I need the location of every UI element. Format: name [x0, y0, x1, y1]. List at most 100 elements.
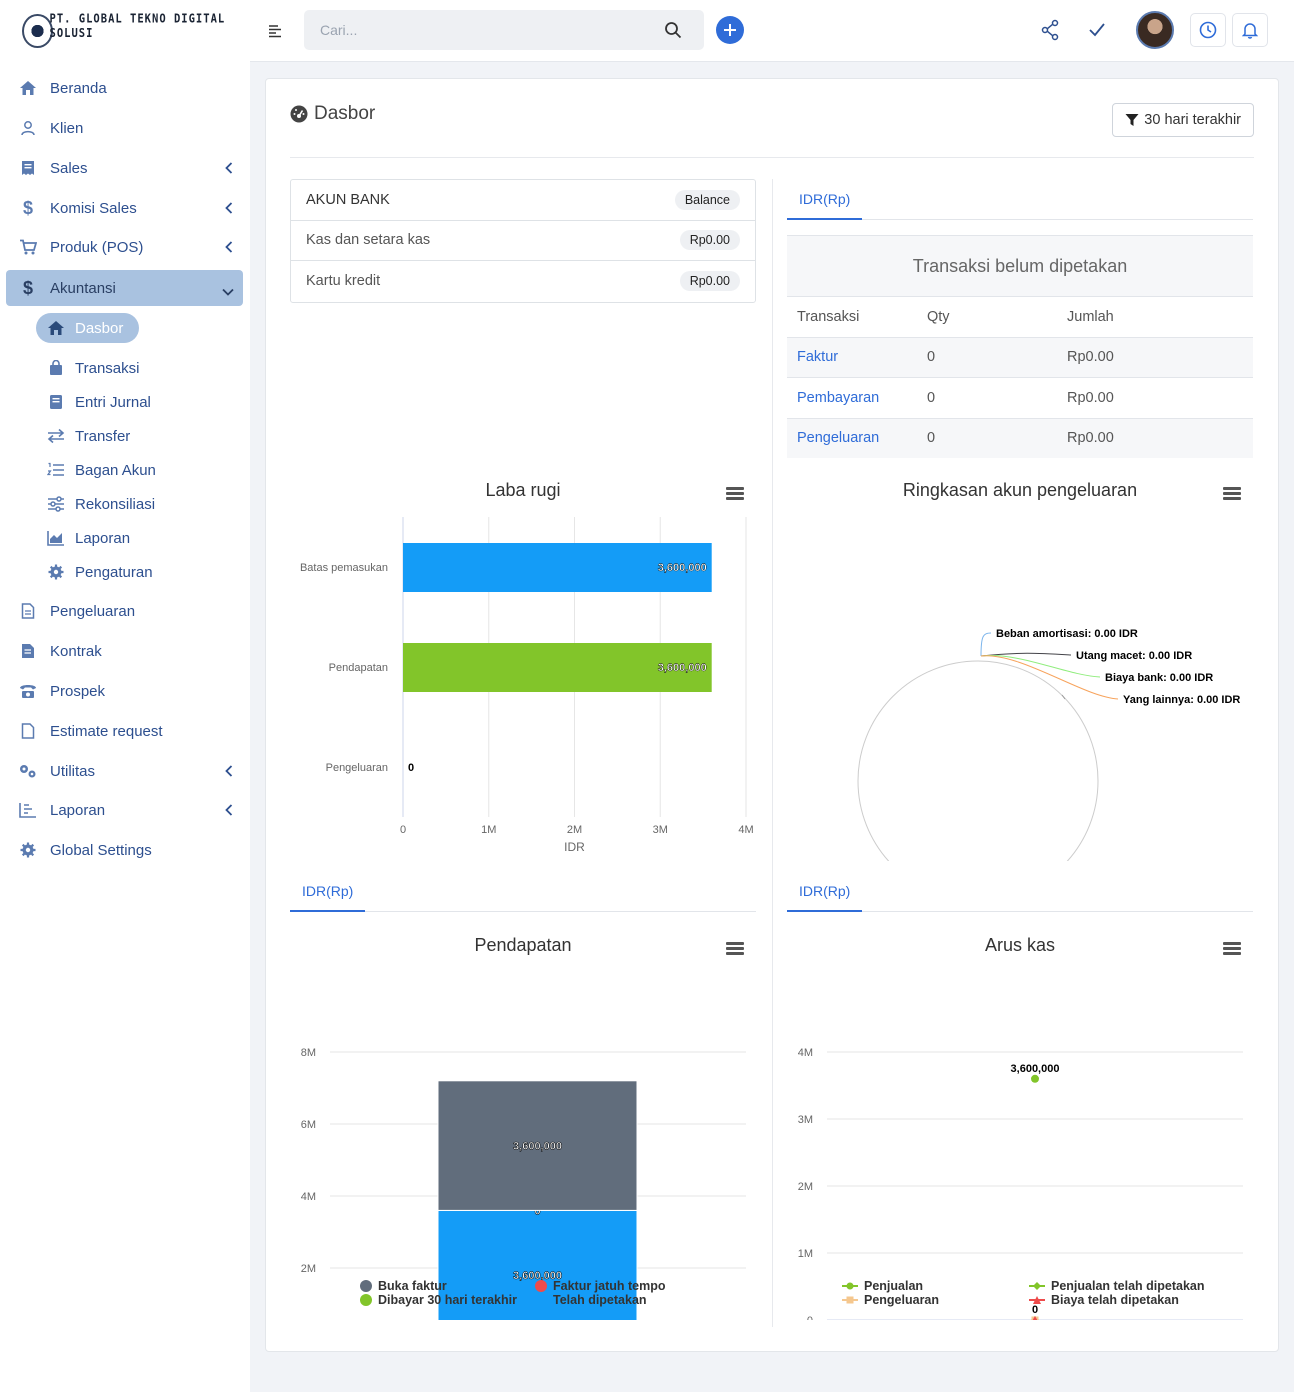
sidebar-item-sales[interactable]: Sales	[6, 150, 243, 186]
y-tick-label: 3M	[798, 1114, 813, 1126]
cashflow-currency-tabs: IDR(Rp)	[787, 871, 1253, 912]
sidebar-item-label: Sales	[50, 159, 88, 177]
sidebar-item-label: Kontrak	[50, 642, 102, 660]
sidebar-subitem-label: Transaksi	[75, 359, 140, 377]
sidebar-item-beranda[interactable]: Beranda	[6, 70, 243, 106]
table-header-row: Transaksi Qty Jumlah	[787, 296, 1253, 337]
sidebar-item-laporan[interactable]: Laporan	[6, 792, 243, 828]
chart-menu-button[interactable]	[1223, 487, 1241, 502]
sidebar-subitem-bagan-akun[interactable]: Bagan Akun	[36, 455, 156, 485]
column-divider	[772, 179, 773, 1327]
area-chart-icon	[36, 530, 75, 546]
bank-accounts-header: AKUN BANK Balance	[291, 180, 755, 221]
dollar-icon: $	[22, 197, 33, 218]
qty-cell: 0	[927, 349, 936, 366]
sidebar-subitem-pengaturan[interactable]: Pengaturan	[36, 557, 153, 587]
chart-title: Laba rugi	[485, 480, 561, 500]
table-row: Faktur 0 Rp0.00	[787, 336, 1253, 377]
sidebar-item-label: Laporan	[50, 801, 106, 819]
sidebar-subitem-transfer[interactable]: Transfer	[36, 421, 130, 451]
date-range-filter-button[interactable]: 30 hari terakhir	[1112, 103, 1254, 137]
y-tick-label: 2M	[798, 1181, 813, 1193]
notifications-button[interactable]	[1232, 13, 1268, 47]
legend-marker-icon	[1029, 1282, 1045, 1290]
plus-icon	[724, 24, 736, 36]
sidebar-subitem-label: Transfer	[75, 427, 131, 445]
timer-button[interactable]	[1190, 13, 1226, 47]
sidebar-item-klien[interactable]: Klien	[6, 110, 243, 146]
legend-item[interactable]: Buka faktur	[360, 1279, 447, 1293]
chart-menu-button[interactable]	[726, 487, 744, 502]
sidebar-item-akuntansi[interactable]: $ Akuntansi	[6, 270, 243, 306]
tab-idr[interactable]: IDR(Rp)	[787, 871, 863, 912]
y-tick-label: 0	[807, 1315, 813, 1320]
page-title-text: Dasbor	[314, 103, 376, 124]
sidebar-subitem-transaksi[interactable]: Transaksi	[36, 353, 139, 383]
bank-account-row[interactable]: Kas dan setara kas Rp0.00	[291, 221, 755, 261]
y-tick-label: 4M	[301, 1191, 316, 1203]
home-icon	[6, 80, 50, 96]
user-avatar[interactable]	[1136, 11, 1174, 49]
legend-item[interactable]: Pengeluaran	[842, 1293, 939, 1307]
tab-idr[interactable]: IDR(Rp)	[290, 871, 366, 912]
search-box	[304, 10, 704, 50]
sidebar-subitem-laporan[interactable]: Laporan	[36, 523, 130, 553]
sidebar-subitem-rekonsiliasi[interactable]: Rekonsiliasi	[36, 489, 155, 519]
sidebar-item-pengeluaran[interactable]: Pengeluaran	[6, 593, 243, 629]
sidebar-subitem-dasbor[interactable]: Dasbor	[36, 313, 140, 343]
legend-item[interactable]: Penjualan telah dipetakan	[1029, 1279, 1205, 1293]
legend-item[interactable]: Biaya telah dipetakan	[1029, 1293, 1179, 1307]
legend-item[interactable]: Penjualan	[842, 1279, 923, 1293]
filter-icon	[1125, 114, 1139, 126]
quick-add-button[interactable]	[716, 16, 744, 44]
sidebar-item-kontrak[interactable]: Kontrak	[6, 633, 243, 669]
sidebar-item-label: Klien	[50, 119, 84, 137]
contract-icon	[6, 643, 50, 659]
pie-connector	[980, 655, 1101, 678]
chart-menu-button[interactable]	[726, 942, 744, 957]
checkmark-icon[interactable]	[1088, 19, 1106, 44]
y-tick-label: Pendapatan	[329, 662, 388, 674]
company-logo[interactable]: PT. GLOBAL TEKNO DIGITAL SOLUSI	[22, 12, 250, 50]
y-tick-label: 8M	[301, 1047, 316, 1059]
sidebar-item-label: Utilitas	[50, 762, 96, 780]
logo-emblem-icon	[22, 14, 53, 48]
chevron-left-icon	[225, 240, 233, 257]
transaction-link-pengeluaran[interactable]: Pengeluaran	[797, 430, 880, 447]
pie-data-label: Beban amortisasi: 0.00 IDR	[996, 628, 1138, 640]
header-divider	[290, 157, 1254, 158]
gears-icon	[6, 763, 50, 779]
gear-icon	[6, 842, 50, 858]
share-icon[interactable]	[1040, 19, 1060, 44]
sidebar-item-label: Produk (POS)	[50, 238, 144, 256]
legend-item[interactable]: Dibayar 30 hari terakhir	[360, 1293, 517, 1307]
transaction-link-faktur[interactable]: Faktur	[797, 349, 839, 366]
chart-menu-button[interactable]	[1223, 942, 1241, 957]
search-input[interactable]	[304, 10, 644, 50]
legend-item[interactable]: Faktur jatuh tempo	[535, 1279, 666, 1293]
y-tick-label: Pengeluaran	[326, 762, 388, 774]
chevron-left-icon	[225, 764, 233, 781]
sidebar-item-global-settings[interactable]: Global Settings	[6, 832, 243, 868]
sidebar-item-estimate-request[interactable]: Estimate request	[6, 713, 243, 749]
legend-item[interactable]: Telah dipetakan	[535, 1293, 647, 1307]
sidebar-item-prospek[interactable]: Prospek	[6, 673, 243, 709]
bank-account-row[interactable]: Kartu kredit Rp0.00	[291, 261, 755, 302]
sidebar-subitem-label: Pengaturan	[75, 563, 153, 581]
unmapped-transactions-title: Transaksi belum dipetakan	[787, 235, 1253, 296]
tab-idr[interactable]: IDR(Rp)	[787, 179, 863, 220]
bank-account-balance: Rp0.00	[679, 271, 740, 292]
data-label: 3,600,000	[1011, 1063, 1060, 1075]
company-name: PT. GLOBAL TEKNO DIGITAL SOLUSI	[49, 11, 226, 41]
sidebar-item-utilitas[interactable]: Utilitas	[6, 753, 243, 789]
sidebar-item-label: Global Settings	[50, 841, 152, 859]
sidebar-subitem-entri-jurnal[interactable]: Entri Jurnal	[36, 387, 151, 417]
search-icon[interactable]	[664, 21, 682, 42]
data-label: 0	[534, 1205, 540, 1217]
sidebar-item-komisi-sales[interactable]: $ Komisi Sales	[6, 190, 243, 226]
sidebar-item-produk-pos[interactable]: Produk (POS)	[6, 229, 243, 265]
menu-toggle-icon[interactable]	[268, 24, 282, 41]
transaction-link-pembayaran[interactable]: Pembayaran	[797, 389, 880, 406]
qty-cell: 0	[927, 389, 936, 406]
amount-cell: Rp0.00	[1067, 349, 1114, 366]
